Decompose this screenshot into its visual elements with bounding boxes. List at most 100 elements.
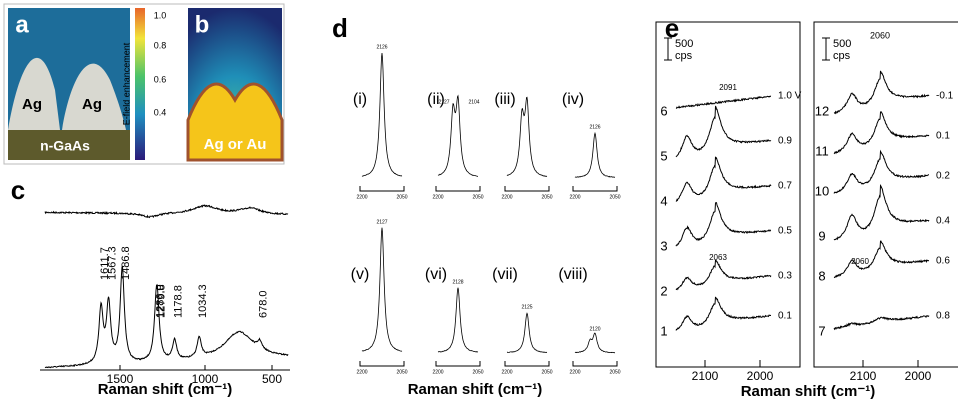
x-tick-label: 2100 [850, 369, 877, 383]
d-bracket [359, 361, 405, 367]
d-tick: 2200 [432, 194, 443, 200]
d-spectrum [361, 53, 403, 177]
metal-label: Ag [22, 96, 42, 113]
panel-ab-frame [3, 3, 285, 165]
e-left-frame [655, 21, 801, 368]
d-tick: 2050 [609, 369, 620, 375]
d-spectrum [574, 332, 616, 354]
colorbar-tick: 0.4 [154, 107, 167, 117]
d-spectrum [361, 227, 403, 352]
e-trace [675, 296, 771, 331]
peak-label: 1286.0 [154, 284, 166, 318]
peak-label: 2127 [438, 99, 449, 105]
peak-label: 1611.7 [99, 247, 111, 280]
peak-label: 2060 [851, 257, 869, 266]
potential-label: 0.1 [778, 311, 792, 322]
d-tick: 2200 [356, 369, 367, 375]
x-axis-title: Raman shift (cm⁻¹) [98, 381, 233, 398]
scale-bar [664, 37, 672, 61]
panel-letter: a [15, 11, 29, 38]
d-tick: 2050 [396, 194, 407, 200]
e-trace [675, 202, 772, 247]
d-bracket [504, 186, 550, 192]
colorbar-tick: 0.6 [154, 74, 167, 84]
d-tick: 2200 [569, 194, 580, 200]
e-trace [675, 105, 772, 158]
trace-number: 5 [660, 148, 667, 163]
scale-label: 500 cps [675, 38, 693, 62]
peak-label: 2091 [719, 83, 737, 92]
potential-label: 1.0 V [778, 91, 802, 102]
trace-number: 7 [818, 323, 825, 338]
metal-label: Ag [82, 96, 102, 113]
d-spectrum [437, 287, 479, 353]
potential-label: 0.2 [936, 171, 950, 182]
d-tick: 2200 [501, 194, 512, 200]
e-trace [675, 95, 772, 109]
potential-label: 0.8 [936, 311, 950, 322]
d-bracket [435, 361, 481, 367]
potential-label: 0.1 [936, 131, 950, 142]
particles-a [8, 57, 126, 130]
trace-number: 6 [660, 103, 667, 118]
trace-number: 2 [660, 283, 667, 298]
d-spectrum [437, 94, 478, 177]
colorbar-title: E-field enhancement [121, 42, 131, 125]
peak-label: 2063 [709, 253, 727, 262]
peak-label: 2104 [468, 99, 479, 105]
peak-label: 2127 [376, 219, 387, 225]
metal-label: Ag or Au [204, 136, 267, 153]
spectrum-name: (vi) [425, 266, 447, 283]
colorbar-tick: 1.0 [154, 10, 167, 20]
trace-number: 12 [815, 103, 829, 118]
spectrum-name: (i) [353, 91, 367, 108]
spectrum-name: (vii) [492, 266, 518, 283]
substrate [8, 130, 130, 160]
potential-label: 0.5 [778, 226, 792, 237]
panel-letter: d [332, 13, 348, 43]
e-trace [833, 111, 930, 155]
peak-label: 2120 [589, 326, 600, 332]
d-tick: 2050 [396, 369, 407, 375]
substrate-label: n-GaAs [40, 138, 90, 154]
spectrum-name: (v) [351, 266, 370, 283]
x-axis-title: Raman shift (cm⁻¹) [408, 381, 543, 398]
trace-number: 1 [660, 323, 667, 338]
d-tick: 2200 [501, 369, 512, 375]
d-tick: 2050 [541, 194, 552, 200]
trace-number: 11 [815, 143, 829, 158]
spectrum-name: (iii) [494, 91, 515, 108]
e-trace [675, 156, 772, 202]
x-tick-label: 2100 [692, 369, 719, 383]
d-tick: 2200 [569, 369, 580, 375]
spectrum-name: (viii) [558, 266, 587, 283]
d-tick: 2050 [472, 194, 483, 200]
trace-number: 4 [660, 193, 667, 208]
potential-label: 0.4 [936, 216, 950, 227]
peak-label: 2125 [521, 304, 532, 310]
panel-letter: b [195, 11, 210, 38]
e-trace [833, 315, 930, 331]
x-axis-title: Raman shift (cm⁻¹) [741, 383, 876, 400]
spectrum-name: (ii) [427, 91, 445, 108]
colorbar-tick: 0.8 [154, 40, 167, 50]
peak-label: 1034.3 [197, 284, 209, 318]
e-trace [833, 70, 930, 115]
spectrum-name: (iv) [562, 91, 584, 108]
peak-label: 2126 [376, 44, 387, 50]
trace-number: 10 [815, 183, 829, 198]
e-trace [675, 259, 772, 291]
trace-number: 9 [818, 228, 825, 243]
d-tick: 2200 [356, 194, 367, 200]
d-spectrum [506, 312, 548, 354]
d-tick: 2200 [432, 369, 443, 375]
x-tick-label: 2000 [747, 369, 774, 383]
scale-label: 500 cps [833, 38, 851, 62]
d-spectrum [506, 96, 548, 177]
d-bracket [504, 361, 550, 367]
e-trace [833, 240, 930, 279]
peak-label: 1279.8 [155, 284, 167, 318]
potential-label: 0.9 [778, 136, 792, 147]
